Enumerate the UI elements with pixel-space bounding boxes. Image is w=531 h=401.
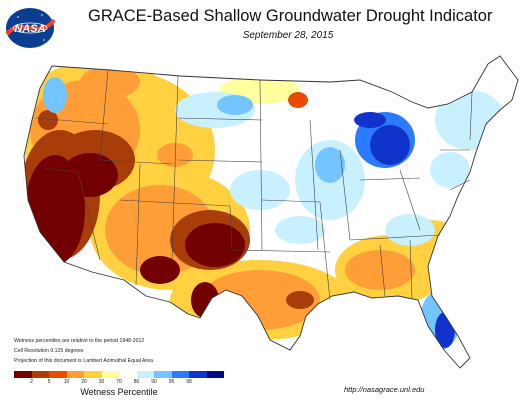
map-title: GRACE-Based Shallow Groundwater Drought … [88, 7, 493, 25]
legend-tick-label: 95 [168, 379, 175, 385]
legend-tick-label: 90 [151, 379, 157, 385]
legend-tick-label: 2 [30, 379, 33, 385]
legend-color-bar [14, 371, 224, 378]
legend-swatch [119, 371, 137, 378]
legend-swatch [136, 371, 154, 378]
legend-ticks: 2 5 10 20 30 70 80 90 95 98 [14, 379, 224, 387]
note-projection: Projection of this document is Lambert A… [14, 358, 153, 364]
legend-swatch [206, 371, 224, 378]
legend-swatch [49, 371, 67, 378]
legend-swatch [101, 371, 119, 378]
legend-tick-label: 10 [63, 379, 70, 385]
legend-tick-label: 70 [116, 379, 122, 385]
legend-swatch [14, 371, 32, 378]
legend-tick-label: 5 [47, 379, 51, 385]
legend-title: Wetness Percentile [80, 387, 158, 397]
legend-swatch [154, 371, 172, 378]
legend-swatch [31, 371, 49, 378]
legend-tick-label: 20 [81, 379, 87, 385]
legend-swatch [189, 371, 207, 378]
nasa-logo-text: NASA [14, 23, 45, 35]
map-notes: Wetness percentiles are relative to the … [14, 336, 153, 366]
note-resolution: Cell Resolution 0.125 degrees [14, 348, 84, 354]
legend-tick-label: 98 [186, 379, 192, 385]
source-url[interactable]: http://nasagrace.unl.edu [344, 385, 425, 394]
legend-tick-label: 30 [98, 379, 105, 385]
nasa-logo: NASA [5, 8, 56, 48]
legend-swatch [66, 371, 84, 378]
wetness-legend: 2 5 10 20 30 70 80 90 95 98 Wetness Percentile [14, 371, 224, 399]
legend-swatch [84, 371, 102, 378]
map-date: September 28, 2015 [242, 30, 334, 41]
legend-tick-label: 80 [133, 379, 140, 385]
legend-swatch [171, 371, 189, 378]
note-period: Wetness percentiles are relative to the … [14, 338, 145, 344]
